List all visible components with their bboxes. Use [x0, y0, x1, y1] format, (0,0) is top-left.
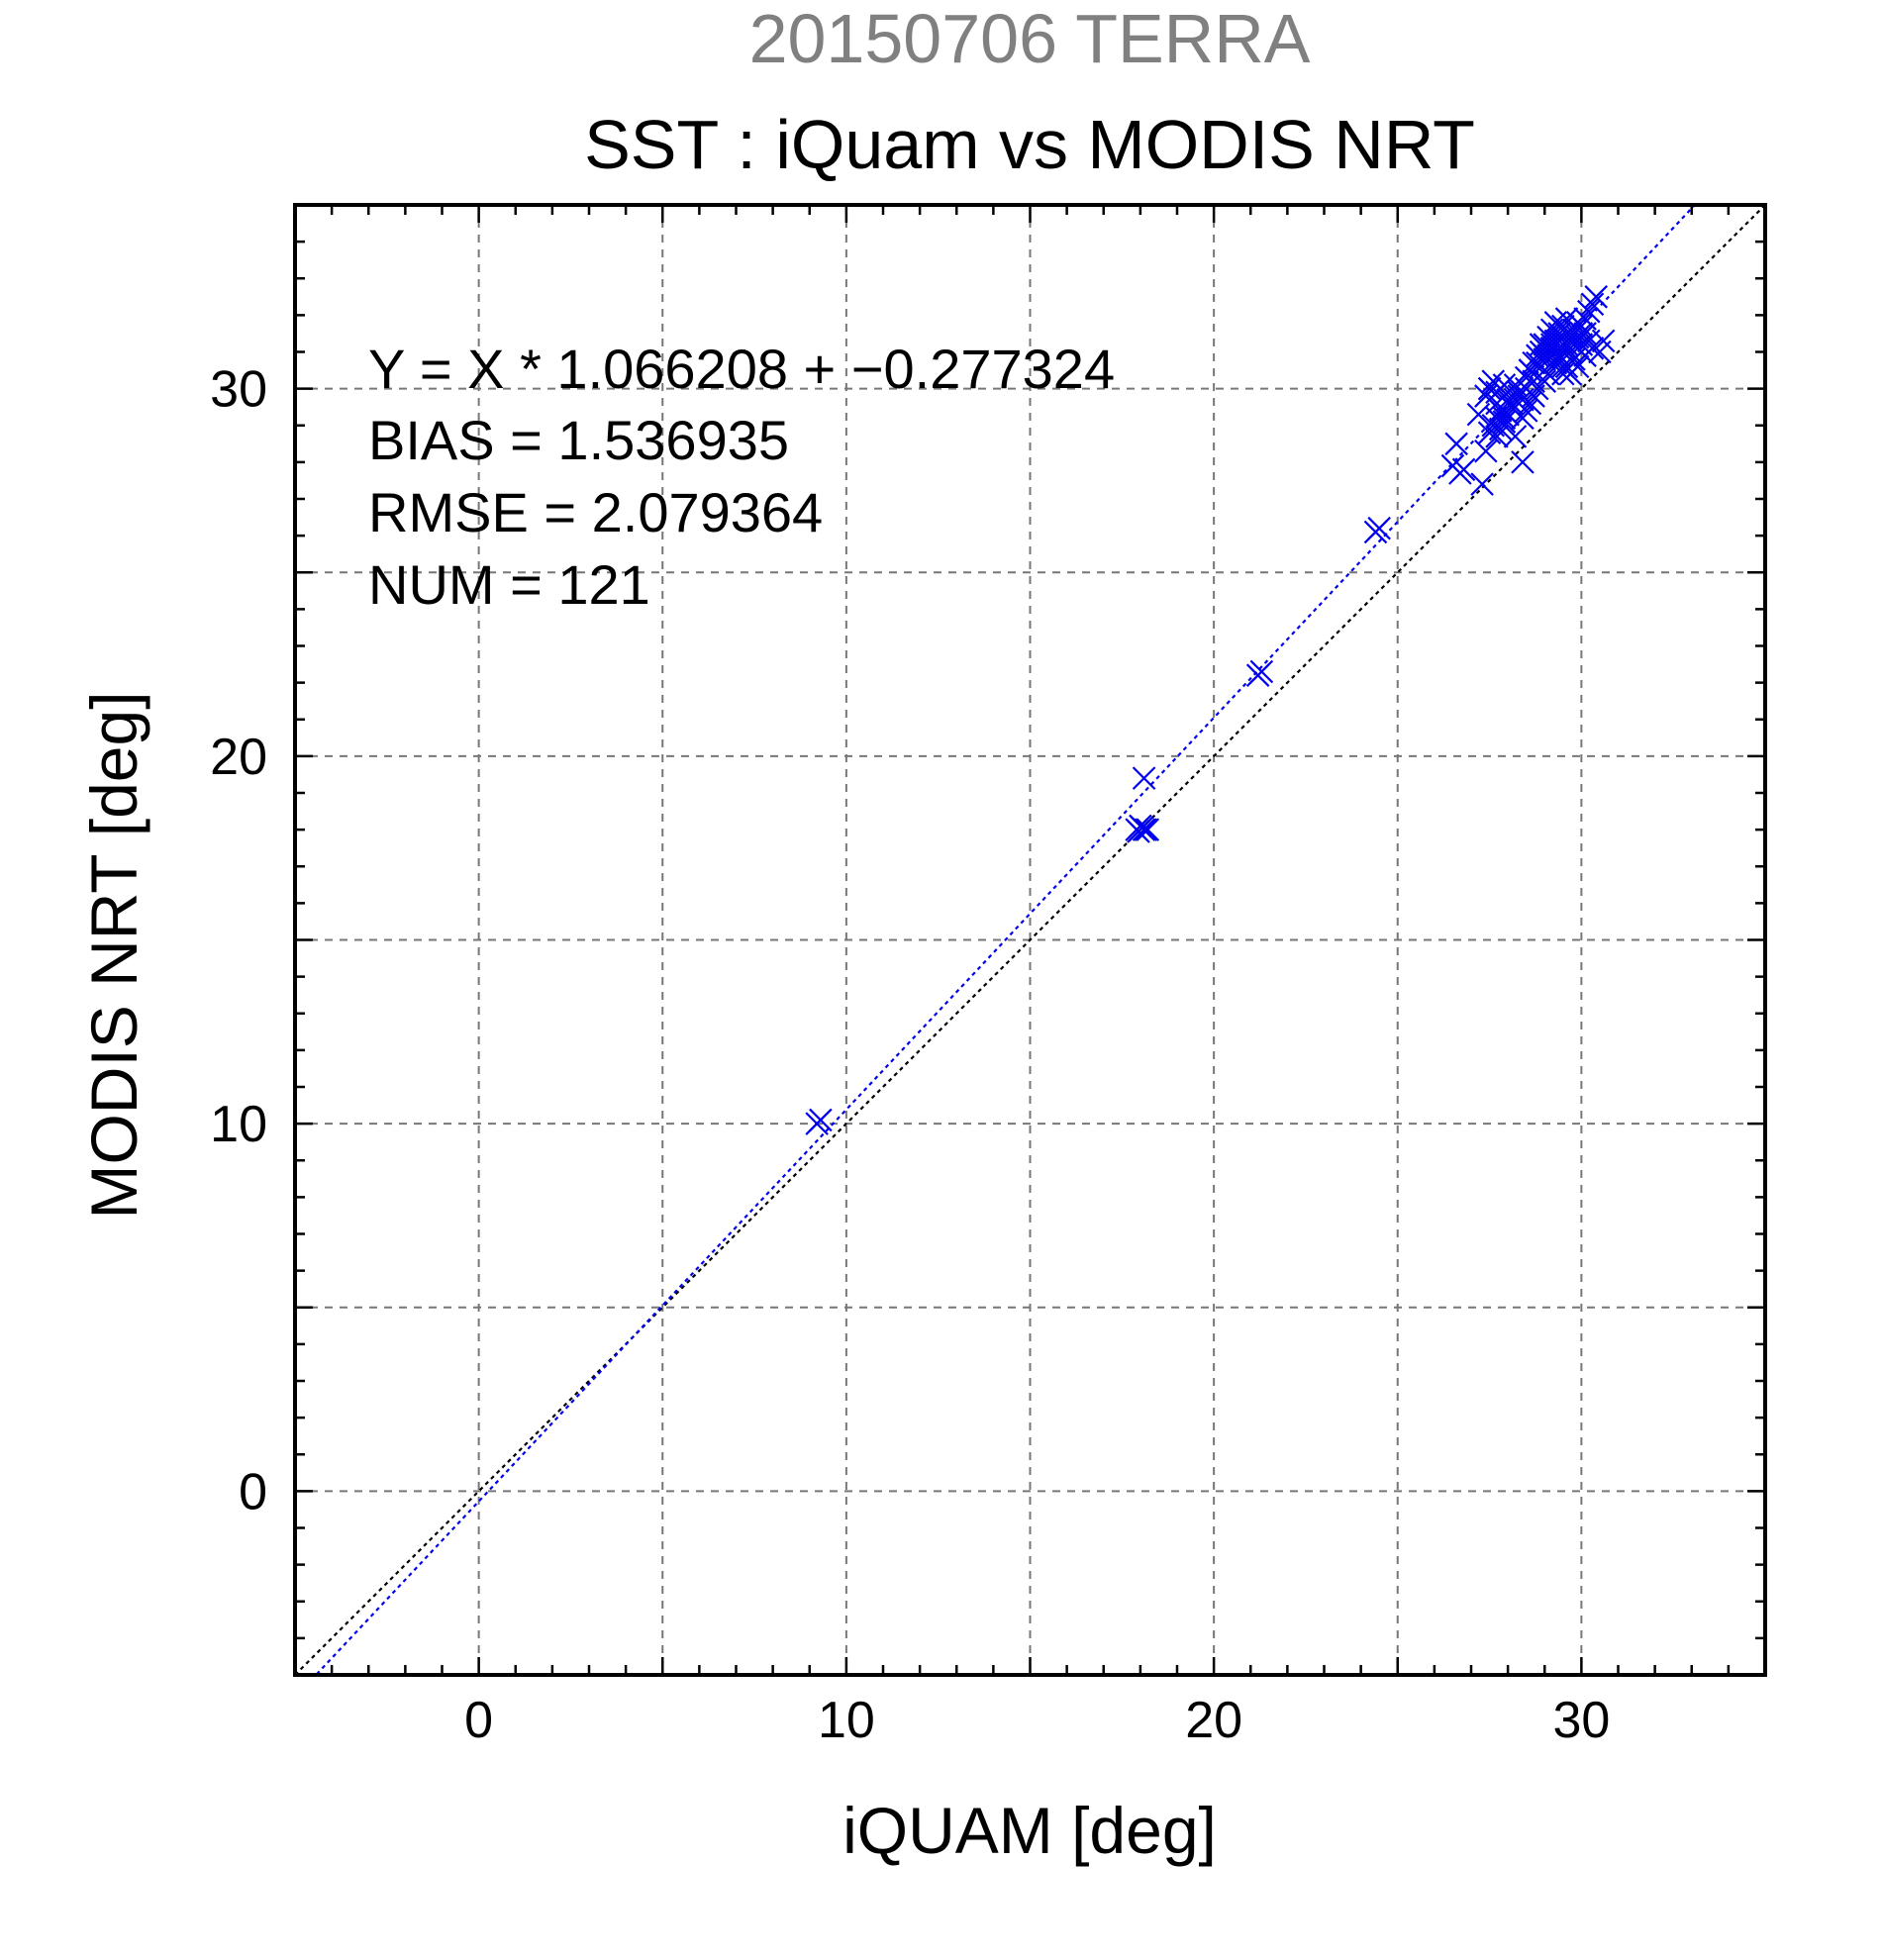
data-point: [1136, 818, 1160, 841]
data-point: [1448, 461, 1472, 485]
y-tick-labels: 0 10 20 30: [210, 361, 267, 1521]
chart-title: SST : iQuam vs MODIS NRT: [584, 106, 1475, 183]
y-tick-label: 10: [210, 1096, 267, 1153]
data-point: [1132, 766, 1156, 790]
data-point: [1492, 373, 1517, 397]
y-tick-label: 20: [210, 729, 267, 786]
y-axis-label: MODIS NRT [deg]: [77, 691, 150, 1219]
data-point: [1249, 659, 1274, 684]
data-point: [1577, 299, 1601, 324]
data-point: [1485, 425, 1509, 448]
stats-annotation: Y = X * 1.066208 + −0.277324 BIAS = 1.53…: [368, 338, 1115, 616]
reference-line: [295, 205, 1765, 1675]
data-point: [1511, 450, 1534, 474]
data-point: [1466, 402, 1491, 427]
data-point: [1573, 307, 1597, 331]
data-point: [1591, 329, 1616, 353]
data-point: [1444, 432, 1468, 456]
x-tick-labels: 0 10 20 30: [464, 1692, 1610, 1749]
plot-frame: [293, 203, 1767, 1677]
data-point: [1134, 818, 1158, 841]
num-text: NUM = 121: [368, 553, 650, 616]
data-point: [1500, 395, 1524, 419]
data-point: [1580, 292, 1605, 317]
data-point: [1569, 314, 1594, 339]
rmse-text: RMSE = 2.079364: [368, 481, 823, 543]
data-point: [1477, 376, 1502, 401]
data-point: [809, 1108, 833, 1132]
data-point: [1562, 347, 1586, 371]
points-layer: [805, 285, 1616, 1135]
data-point: [1367, 516, 1391, 540]
x-tick-label: 10: [818, 1692, 875, 1749]
y-tick-label: 0: [239, 1463, 267, 1520]
bias-text: BIAS = 1.536935: [368, 409, 789, 471]
x-axis-label: iQUAM [deg]: [842, 1794, 1217, 1867]
data-point: [1130, 816, 1154, 840]
x-tick-label: 0: [464, 1692, 493, 1749]
data-point: [1492, 410, 1517, 434]
fit-equation: Y = X * 1.066208 + −0.277324: [368, 338, 1115, 400]
data-point: [1526, 376, 1549, 401]
data-point: [1503, 425, 1528, 448]
chart-suptitle: 20150706 TERRA: [749, 0, 1311, 77]
x-tick-label: 20: [1185, 1692, 1242, 1749]
data-point: [1529, 333, 1553, 356]
data-point: [1470, 472, 1494, 496]
data-point: [1539, 333, 1564, 356]
data-point: [1507, 380, 1532, 405]
data-point: [1584, 285, 1608, 309]
y-tick-label: 30: [210, 361, 267, 419]
x-tick-label: 30: [1552, 1692, 1610, 1749]
data-point: [1474, 439, 1498, 463]
data-point: [1485, 406, 1509, 431]
